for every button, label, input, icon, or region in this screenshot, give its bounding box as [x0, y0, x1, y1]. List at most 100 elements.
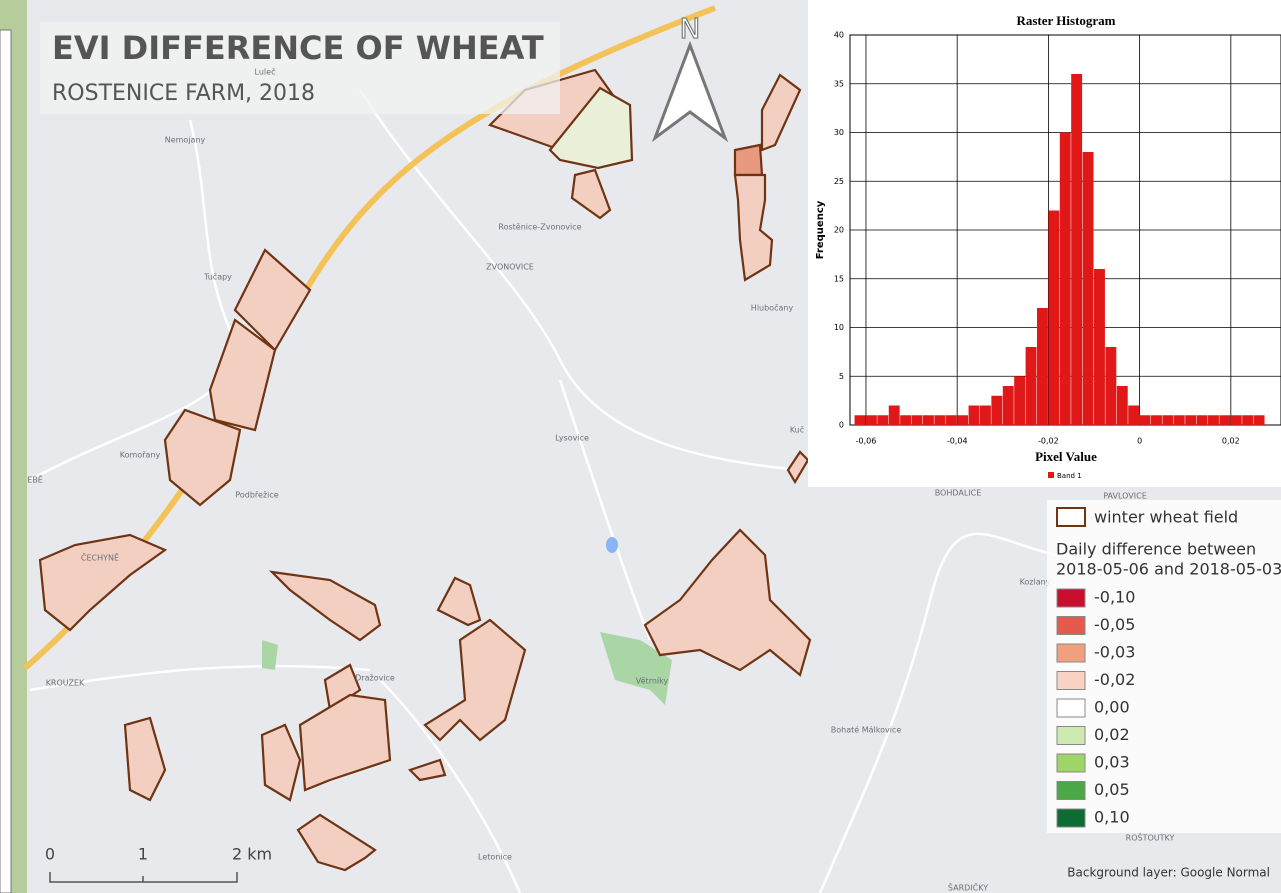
place-label: Bohaté Málkovice: [831, 725, 902, 735]
x-tick-label: 0: [1137, 437, 1142, 446]
field: [760, 73, 802, 152]
histogram-bar: [865, 415, 877, 425]
x-tick-label: 0,02: [1222, 437, 1240, 446]
histogram-bar: [1162, 415, 1174, 425]
place-label: Tučapy: [203, 272, 232, 282]
y-tick-label: 20: [834, 226, 844, 235]
field: [733, 173, 774, 282]
place-label: Dražovice: [355, 674, 395, 683]
title-box: [40, 22, 560, 114]
field: [643, 528, 812, 677]
place-label: EBĚ: [27, 474, 43, 485]
y-axis-label: Frequency: [815, 200, 826, 259]
histogram-bar: [1208, 415, 1219, 425]
legend-swatch: [1056, 671, 1086, 690]
histogram-bar: [934, 415, 946, 425]
legend-swatch: [1056, 726, 1086, 745]
legend-swatch: [1056, 808, 1086, 828]
histogram-bar: [1139, 415, 1151, 425]
field: [163, 408, 242, 507]
histogram-bar: [877, 415, 889, 425]
y-tick-label: 40: [834, 31, 844, 40]
scale-line: [49, 872, 238, 883]
legend-field-swatch: [1056, 507, 1086, 527]
histogram-bar: [1048, 210, 1060, 425]
histogram-bar: [1082, 152, 1094, 425]
place-label: Kozlany: [1020, 578, 1051, 587]
fields: [38, 68, 812, 872]
map-title: EVI DIFFERENCE OF WHEAT: [52, 29, 544, 67]
histogram-bar: [945, 415, 957, 425]
field: [570, 168, 612, 220]
histogram-bar: [1036, 308, 1048, 425]
histogram-bar: [1128, 405, 1140, 425]
pond: [606, 537, 618, 553]
north-arrow: [651, 40, 729, 143]
y-tick-label: 15: [834, 274, 844, 283]
chart-title: Raster Histogram: [1016, 13, 1115, 28]
histogram-bar: [1025, 347, 1037, 425]
legend-swatch: [1056, 616, 1086, 635]
place-label: Podbřežice: [235, 491, 278, 500]
legend-class-label: -0,03: [1094, 643, 1135, 662]
y-tick-label: 35: [834, 79, 844, 88]
place-label: Kuč: [790, 425, 804, 435]
place-label: Větrníky: [636, 677, 669, 686]
histogram-bar: [979, 405, 991, 425]
field: [38, 533, 168, 632]
scale-bar: 0 1 2 km: [45, 845, 272, 883]
legend-class-label: -0,05: [1094, 615, 1135, 634]
place-label: PAVLOVICE: [1103, 492, 1147, 501]
y-tick-label: 25: [834, 177, 844, 186]
place-label: Luleč: [255, 67, 276, 77]
place-label: ČECHYNĚ: [81, 552, 119, 563]
legend-swatch: [1056, 698, 1086, 718]
field: [260, 723, 302, 802]
field: [423, 618, 527, 742]
place-label: Rostěnice-Zvonovice: [498, 223, 581, 232]
histogram-bar: [922, 415, 934, 425]
histogram-bar: [1014, 376, 1026, 425]
histogram-bar: [1116, 386, 1128, 425]
road: [818, 532, 1101, 893]
place-label: BOHDALICE: [935, 489, 982, 498]
histogram-bar: [1173, 415, 1185, 425]
histogram-bar: [1002, 386, 1014, 425]
place-label: Hlubočany: [751, 303, 794, 313]
road: [358, 89, 801, 472]
x-tick-label: -0,04: [947, 437, 968, 446]
histogram-bar: [1253, 415, 1265, 425]
place-label: Letonice: [478, 853, 512, 862]
map-subtitle: ROSTENICE FARM, 2018: [52, 81, 315, 106]
histogram-bar: [957, 415, 969, 425]
legend-swatch: [1056, 588, 1086, 608]
field: [298, 693, 392, 792]
legend-class-label: 0,05: [1094, 780, 1130, 799]
road: [558, 379, 652, 641]
histogram-bar: [1151, 415, 1162, 425]
histogram-bar: [1219, 415, 1231, 425]
histogram-bar: [1071, 74, 1083, 425]
scale-label: 1: [138, 845, 148, 864]
legend-swatch: [1056, 643, 1086, 663]
legend-heading: Daily difference between: [1056, 540, 1256, 559]
side-panel: [0, 29, 12, 893]
place-label: Nemojany: [165, 136, 206, 145]
legend-swatch: [1048, 472, 1054, 478]
field: [323, 663, 362, 712]
legend: winter wheat field Daily difference betwe…: [1056, 507, 1281, 828]
forest: [262, 640, 278, 670]
x-axis-label: Pixel Value: [1035, 449, 1097, 464]
histogram-bar: [1230, 415, 1242, 425]
histogram-bar: [991, 395, 1003, 425]
legend-class-label: -0,10: [1094, 588, 1135, 607]
legend-class-label: 0,02: [1094, 725, 1130, 744]
scale-label: 0: [45, 845, 55, 864]
histogram-bar: [911, 415, 923, 425]
legend-swatch: [1056, 753, 1086, 773]
histogram-bar: [888, 405, 900, 425]
legend-label: Band 1: [1057, 472, 1082, 480]
histogram-bar: [1094, 269, 1105, 425]
